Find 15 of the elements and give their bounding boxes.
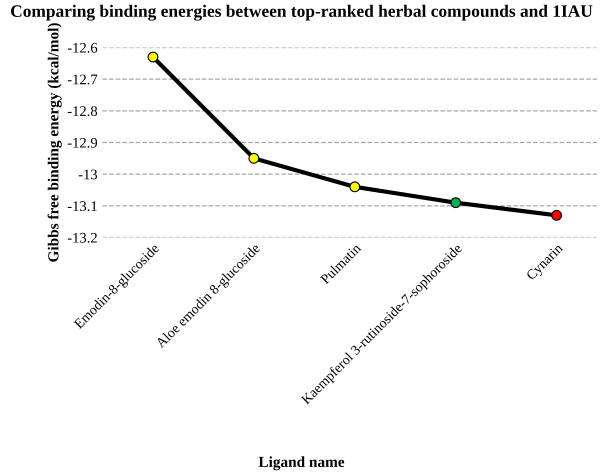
y-tick-label: -12.9 [68, 138, 98, 148]
y-tick-label: -12.7 [68, 74, 98, 84]
y-tick-label: -13.1 [68, 201, 97, 212]
y-tick-label: -12.6 [68, 42, 98, 53]
point [248, 152, 260, 164]
y-axis-title: Gibbs free binding energy (kcal/mol) [48, 23, 62, 262]
point [349, 181, 360, 192]
chart-title: Comparing binding energies between top-ranked herbal compounds and 1IAU [11, 4, 592, 21]
point [551, 210, 562, 221]
x-axis-title: Ligand name [258, 456, 344, 470]
point [148, 52, 158, 62]
y-tick-label: -13 [78, 170, 98, 180]
point [450, 197, 462, 208]
y-tick-label: -12.8 [68, 106, 98, 116]
y-tick-label: -13.2 [68, 232, 97, 243]
